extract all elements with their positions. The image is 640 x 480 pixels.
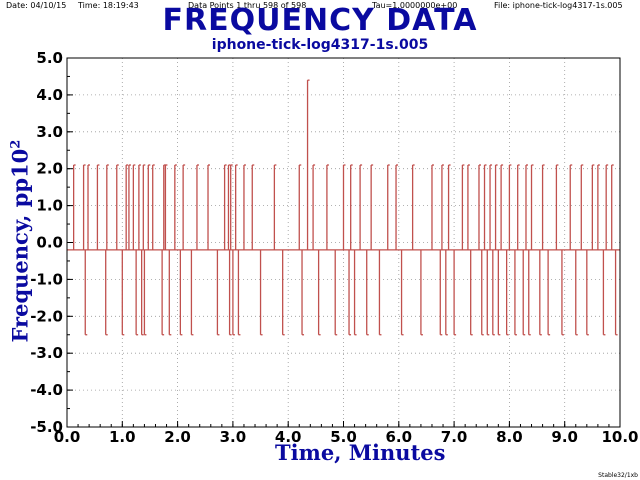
x-tick-label: 9.0 — [551, 428, 578, 446]
axis-ticks: 0.0 1.0 2.0 3.0 4.0 5.0 6.0 7.0 8.0 9.0 10.0 -5.0 -4… — [30, 49, 638, 446]
header-tau: Tau=1.0000000e+00 — [372, 1, 458, 10]
x-tick-label: 3.0 — [220, 428, 247, 446]
header-data-points: Data Points 1 thru 598 of 598 — [188, 1, 307, 10]
x-tick-label: 8.0 — [496, 428, 523, 446]
y-tick-label: 5.0 — [36, 49, 63, 67]
header-file: File: iphone-tick-log4317-1s.005 — [494, 1, 623, 10]
y-axis-label: Frequency, pp102 — [7, 139, 33, 343]
header-time: Time: 18:19:43 — [78, 1, 139, 10]
y-tick-label: -5.0 — [30, 418, 63, 436]
footer-label: Stable32/1xb — [598, 472, 638, 479]
y-tick-label: 0.0 — [36, 234, 63, 252]
x-tick-label: 7.0 — [441, 428, 468, 446]
x-axis-label: Time, Minutes — [275, 440, 446, 465]
data-series — [67, 79, 620, 336]
y-tick-label: -1.0 — [30, 270, 63, 288]
x-tick-label: 4.0 — [275, 428, 302, 446]
chart-title: FREQUENCY DATA — [162, 3, 478, 38]
x-tick-label: 10.0 — [601, 428, 638, 446]
y-axis-label-main: Frequency, pp10 — [7, 148, 33, 343]
x-tick-label: 6.0 — [386, 428, 413, 446]
y-axis-label-exponent: 2 — [8, 139, 24, 149]
x-tick-label: 1.0 — [109, 428, 136, 446]
y-tick-label: 2.0 — [36, 160, 63, 178]
x-tick-label: 0.0 — [54, 428, 81, 446]
x-tick-label: 5.0 — [330, 428, 357, 446]
y-tick-label: -3.0 — [30, 344, 63, 362]
x-tick-label: 2.0 — [164, 428, 191, 446]
y-tick-label: 4.0 — [36, 86, 63, 104]
y-tick-label: -2.0 — [30, 307, 63, 325]
y-tick-label: 3.0 — [36, 123, 63, 141]
y-tick-label: 1.0 — [36, 197, 63, 215]
chart-subtitle: iphone-tick-log4317-1s.005 — [211, 37, 429, 53]
y-tick-label: -4.0 — [30, 381, 63, 399]
header-date: Date: 04/10/15 — [6, 1, 67, 10]
